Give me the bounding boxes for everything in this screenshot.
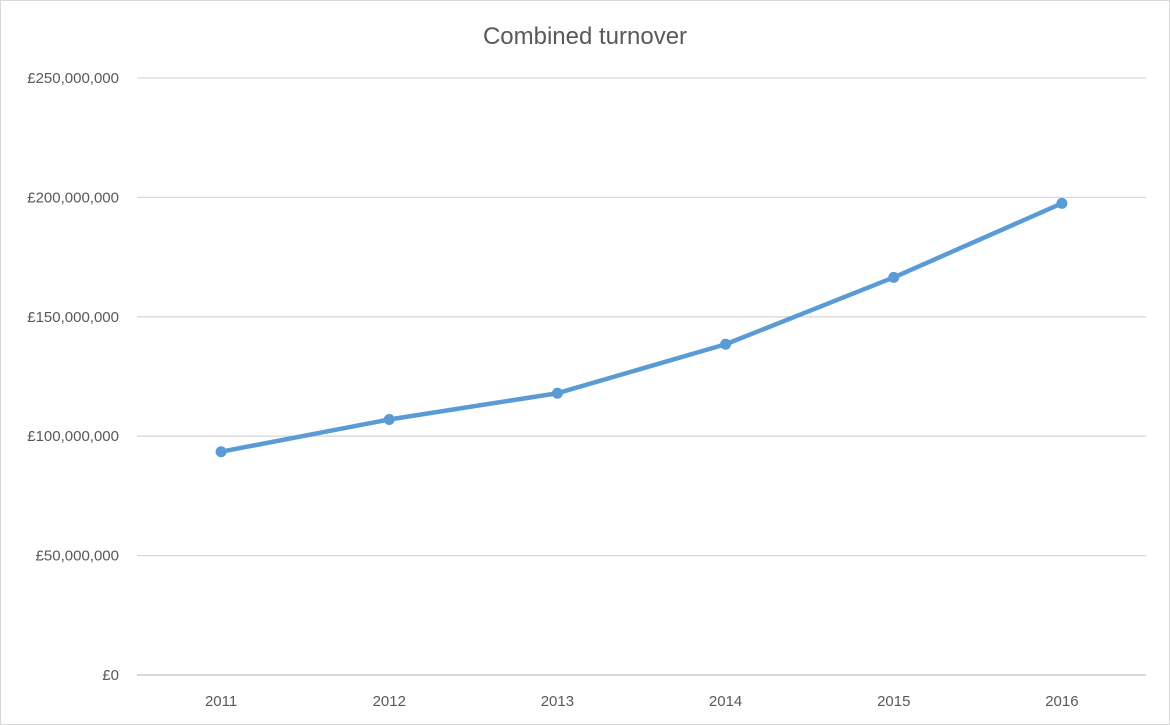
data-point	[888, 271, 900, 283]
y-tick-label: £150,000,000	[27, 309, 119, 326]
x-tick-label: 2011	[205, 693, 237, 710]
x-tick-label: 2015	[877, 693, 910, 710]
chart-title: Combined turnover	[483, 23, 687, 50]
series-group	[215, 197, 1068, 458]
y-tick-label: £100,000,000	[27, 428, 119, 445]
y-tick-label: £50,000,000	[36, 548, 119, 565]
x-tick-label: 2014	[709, 693, 742, 710]
y-tick-label: £200,000,000	[27, 189, 119, 206]
data-point	[383, 413, 395, 425]
x-axis-ticks: 2011 2012 2013 2014 2015 2016	[205, 693, 1079, 710]
y-axis-ticks: £0 £50,000,000 £100,000,000 £150,000,000 £20…	[27, 70, 119, 684]
x-tick-label: 2012	[373, 693, 406, 710]
y-tick-label: £0	[102, 667, 119, 684]
data-point	[1056, 197, 1068, 209]
data-point	[720, 338, 732, 350]
data-point	[551, 387, 563, 399]
x-tick-label: 2013	[541, 693, 574, 710]
data-point	[215, 446, 227, 458]
x-tick-label: 2016	[1045, 693, 1078, 710]
gridlines	[137, 77, 1146, 676]
y-tick-label: £250,000,000	[27, 70, 119, 87]
series-line	[218, 201, 1065, 454]
